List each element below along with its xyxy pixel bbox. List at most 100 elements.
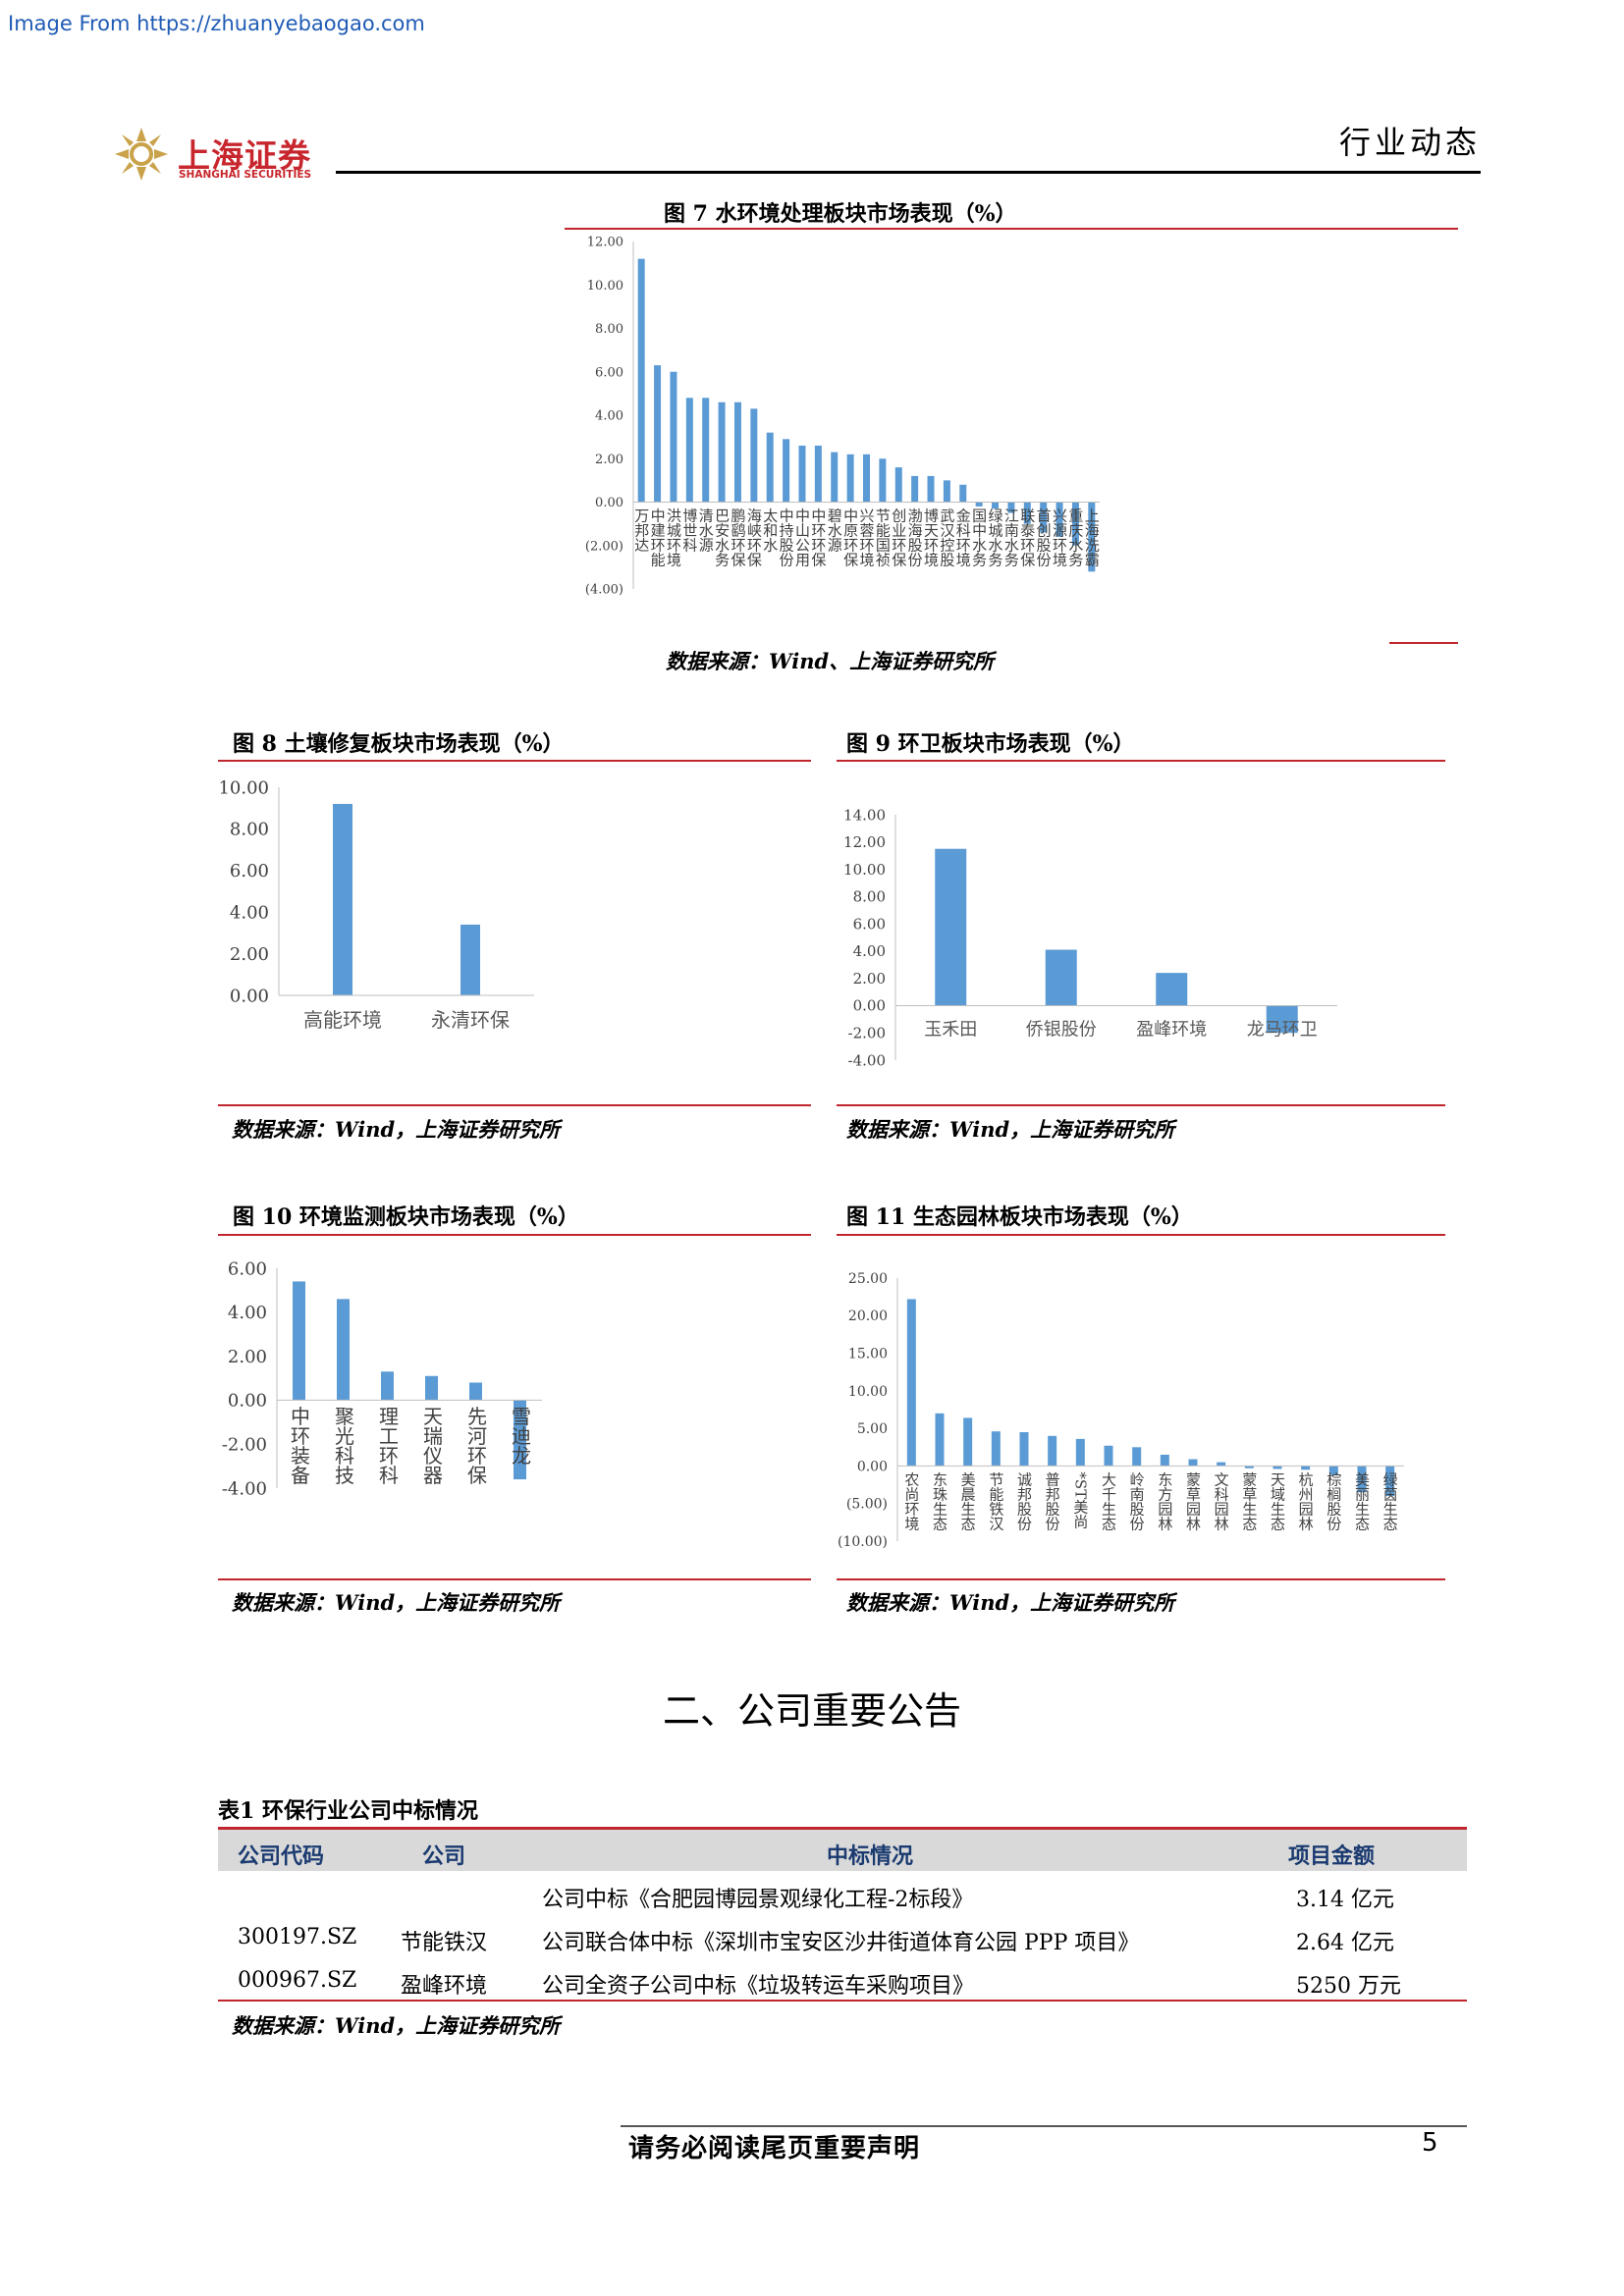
x-tick-label: 兴蓉环境 bbox=[858, 508, 876, 568]
header-divider bbox=[336, 171, 1481, 174]
bar bbox=[814, 445, 822, 503]
figure-8-bottom-rule bbox=[218, 1104, 811, 1106]
x-tick-label: 天域生态 bbox=[1269, 1471, 1286, 1530]
row-company: 节能铁汉 bbox=[401, 1931, 488, 1955]
x-tick-label: 碧水源 bbox=[826, 508, 843, 553]
y-tick-label: 10.00 bbox=[843, 861, 886, 879]
figure-7-source: 数据来源：Wind、上海证券研究所 bbox=[666, 649, 995, 673]
bar bbox=[1156, 973, 1188, 1006]
x-tick-label: 鹏鹞环保 bbox=[729, 508, 746, 567]
x-tick-label: 美丽生态 bbox=[1353, 1471, 1371, 1530]
bar bbox=[935, 1413, 945, 1467]
y-tick-label: 8.00 bbox=[230, 820, 269, 840]
bar bbox=[1071, 502, 1079, 546]
footer-divider bbox=[621, 2125, 1467, 2127]
bar bbox=[935, 848, 967, 1006]
bar bbox=[460, 924, 480, 995]
bar bbox=[1019, 1431, 1029, 1467]
row-amount: 3.14 亿元 bbox=[1296, 1888, 1394, 1912]
figure-9-title: 图 9 环卫板块市场表现（%） bbox=[846, 731, 1135, 757]
bar bbox=[381, 1371, 394, 1401]
y-tick-label: -2.00 bbox=[222, 1435, 267, 1456]
y-tick-label: 0.00 bbox=[230, 986, 269, 1006]
watermark-text: Image From https://zhuanyebaogao.com bbox=[8, 12, 425, 35]
figure-11-bottom-rule bbox=[837, 1578, 1445, 1580]
y-tick-label: 2.00 bbox=[230, 944, 269, 965]
y-tick-label: 4.00 bbox=[853, 942, 886, 960]
x-tick-label: 国中水务 bbox=[970, 508, 988, 568]
row-detail: 公司联合体中标《深圳市宝安区沙井街道体育公园 PPP 项目》 bbox=[542, 1931, 1140, 1955]
bar bbox=[879, 458, 887, 503]
x-tick-label: 农尚环境 bbox=[902, 1471, 920, 1531]
figure-11-title: 图 11 生态园林板块市场表现（%） bbox=[846, 1204, 1193, 1230]
y-tick-label: 8.00 bbox=[595, 322, 623, 337]
bar bbox=[831, 452, 839, 503]
bar bbox=[1328, 1466, 1338, 1475]
x-tick-label: 巴安水务 bbox=[713, 508, 731, 568]
bar bbox=[1132, 1447, 1142, 1467]
figure-7-top-rule bbox=[565, 228, 1458, 230]
bar bbox=[1385, 1466, 1395, 1497]
figure-10-bottom-rule bbox=[218, 1578, 811, 1580]
y-tick-label: 0.00 bbox=[595, 496, 623, 510]
bar bbox=[1023, 502, 1031, 524]
x-tick-label: 绿茵生态 bbox=[1381, 1471, 1399, 1530]
x-tick-label: 博天环境 bbox=[922, 508, 940, 568]
x-tick-label: 清水源 bbox=[697, 508, 715, 553]
bar bbox=[992, 502, 1000, 509]
bar bbox=[846, 454, 854, 503]
y-tick-label: 10.00 bbox=[218, 777, 269, 798]
figure-8-title: 图 8 土壤修复板块市场表现（%） bbox=[233, 731, 565, 757]
section-heading: 二、公司重要公告 bbox=[662, 1689, 961, 1733]
bar bbox=[293, 1281, 305, 1401]
bar bbox=[943, 480, 950, 503]
x-tick-label: 侨银股份 bbox=[1026, 1019, 1097, 1040]
y-tick-label: -4.00 bbox=[848, 1051, 886, 1069]
x-tick-label: 洪城环境 bbox=[665, 508, 682, 568]
x-tick-label: 海峡环保 bbox=[745, 508, 763, 567]
x-tick-label: 美晨生态 bbox=[959, 1471, 977, 1530]
x-tick-label: 中持股份 bbox=[778, 508, 795, 568]
bar bbox=[654, 365, 662, 503]
y-tick-label: -4.00 bbox=[222, 1478, 267, 1499]
figure-7-title: 图 7 水环境处理板块市场表现（%） bbox=[664, 201, 1017, 227]
bar bbox=[1088, 502, 1096, 572]
bar bbox=[1266, 1005, 1298, 1034]
y-tick-label: 12.00 bbox=[843, 833, 886, 851]
bar bbox=[1301, 1466, 1311, 1470]
bar bbox=[333, 803, 352, 995]
y-tick-label: 15.00 bbox=[848, 1346, 888, 1362]
figure-8-chart: 0.00 2.00 4.00 6.00 8.00 10.00 高能环境 永清环保 bbox=[218, 777, 534, 1032]
x-tick-label: 岭南股份 bbox=[1128, 1471, 1146, 1531]
page-number: 5 bbox=[1422, 2128, 1438, 2158]
bar bbox=[991, 1431, 1001, 1467]
table-source: 数据来源：Wind，上海证券研究所 bbox=[232, 2013, 561, 2038]
bar bbox=[894, 467, 902, 503]
y-tick-label: 4.00 bbox=[228, 1303, 267, 1323]
x-tick-label: 蒙草园林 bbox=[1184, 1471, 1202, 1530]
logo-chinese-name: 上海证券 bbox=[178, 136, 311, 175]
bar bbox=[1217, 1462, 1226, 1467]
bar bbox=[685, 398, 693, 503]
y-tick-label: 2.00 bbox=[228, 1347, 267, 1367]
figure-9-source: 数据来源：Wind，上海证券研究所 bbox=[846, 1117, 1175, 1142]
x-tick-label: 东珠生态 bbox=[931, 1471, 948, 1530]
row-code: 300197.SZ bbox=[238, 1925, 357, 1949]
bar bbox=[975, 502, 983, 507]
x-tick-label: 创业环保 bbox=[890, 508, 907, 567]
bar bbox=[469, 1382, 482, 1401]
bar bbox=[927, 475, 935, 503]
x-tick-label: 聚光科技 bbox=[332, 1406, 355, 1484]
x-tick-label: *ST美尚 bbox=[1071, 1471, 1089, 1529]
y-tick-label: (5.00) bbox=[846, 1497, 888, 1513]
x-tick-label: 玉禾田 bbox=[924, 1019, 977, 1040]
footer-notice: 请务必阅读尾页重要声明 bbox=[628, 2134, 921, 2163]
bar bbox=[1357, 1466, 1367, 1493]
y-tick-label: 2.00 bbox=[853, 970, 886, 988]
table-bottom-rule bbox=[218, 2000, 1467, 2002]
x-tick-label: 节能国祯 bbox=[874, 508, 892, 567]
x-tick-label: 上海洗霸 bbox=[1083, 508, 1101, 567]
x-tick-label: 龙马环卫 bbox=[1247, 1019, 1318, 1040]
x-tick-label: 中环环保 bbox=[809, 508, 827, 567]
x-tick-label: 万邦达 bbox=[632, 508, 650, 553]
